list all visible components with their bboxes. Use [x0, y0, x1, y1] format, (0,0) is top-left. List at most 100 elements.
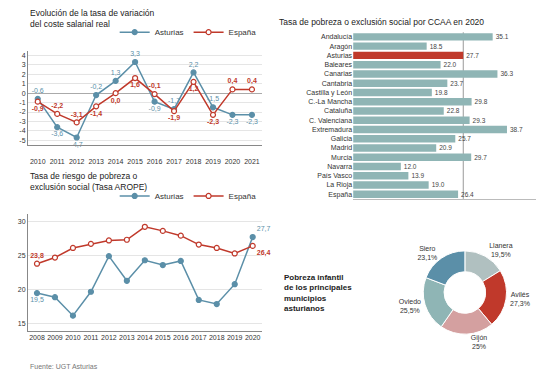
svg-text:25.7: 25.7 — [458, 135, 471, 142]
svg-text:2020: 2020 — [245, 334, 261, 341]
svg-text:España: España — [328, 191, 352, 199]
svg-text:2016: 2016 — [147, 158, 163, 165]
svg-text:2017: 2017 — [166, 158, 182, 165]
svg-text:2014: 2014 — [108, 158, 124, 165]
svg-text:1,3: 1,3 — [111, 69, 121, 76]
svg-text:Gijón25%: Gijón25% — [471, 334, 487, 350]
svg-text:País Vasco: País Vasco — [317, 172, 352, 179]
svg-text:2020: 2020 — [225, 158, 241, 165]
svg-text:18.5: 18.5 — [430, 43, 443, 50]
svg-text:2010: 2010 — [65, 334, 81, 341]
svg-text:-0,9: -0,9 — [32, 105, 44, 113]
svg-text:2011: 2011 — [50, 158, 65, 165]
svg-text:4: 4 — [22, 52, 26, 59]
svg-text:España: España — [229, 28, 257, 37]
svg-text:Andalucía: Andalucía — [321, 33, 352, 40]
svg-text:1,6: 1,6 — [130, 81, 140, 89]
svg-text:Oviedo25,5%: Oviedo25,5% — [399, 298, 421, 314]
svg-text:Asturias: Asturias — [155, 192, 184, 201]
svg-text:Siero23,1%: Siero23,1% — [417, 245, 437, 261]
svg-text:2015: 2015 — [155, 334, 171, 341]
svg-text:España: España — [229, 192, 257, 201]
svg-text:2014: 2014 — [137, 334, 153, 341]
svg-text:30: 30 — [18, 218, 26, 225]
svg-text:-2: -2 — [19, 108, 25, 115]
svg-text:20.9: 20.9 — [439, 144, 452, 151]
svg-text:-2,3: -2,3 — [246, 118, 258, 125]
svg-text:23,8: 23,8 — [30, 252, 44, 260]
svg-text:2010: 2010 — [30, 158, 46, 165]
svg-text:2017: 2017 — [191, 334, 207, 341]
svg-text:-5: -5 — [19, 137, 25, 144]
svg-text:-0,2: -0,2 — [90, 83, 102, 90]
svg-text:2012: 2012 — [101, 334, 117, 341]
svg-text:2012: 2012 — [69, 158, 85, 165]
svg-text:2018: 2018 — [209, 334, 225, 341]
svg-text:Navarra: Navarra — [327, 163, 352, 170]
svg-text:2013: 2013 — [119, 334, 135, 341]
svg-text:Asturias: Asturias — [155, 28, 184, 37]
svg-text:Evolución de la tasa de variac: Evolución de la tasa de variacióndel cos… — [30, 8, 155, 29]
svg-text:2008: 2008 — [29, 334, 45, 341]
svg-text:Fuente: UGT Asturias: Fuente: UGT Asturias — [30, 363, 98, 370]
svg-text:-0,1: -0,1 — [149, 82, 161, 90]
svg-text:C. Valenciana: C. Valenciana — [309, 117, 352, 124]
svg-text:38.7: 38.7 — [510, 126, 523, 133]
svg-text:Galicia: Galicia — [331, 135, 353, 142]
svg-text:27,7: 27,7 — [257, 225, 271, 232]
svg-text:22.8: 22.8 — [447, 107, 460, 114]
svg-text:0: 0 — [22, 90, 26, 97]
svg-text:19,5: 19,5 — [30, 296, 44, 303]
svg-text:23.7: 23.7 — [450, 80, 463, 87]
svg-text:26,4: 26,4 — [257, 249, 271, 257]
svg-text:13.9: 13.9 — [411, 172, 424, 179]
svg-text:-1,7: -1,7 — [168, 97, 180, 104]
svg-text:Aragón: Aragón — [330, 43, 353, 51]
svg-text:2015: 2015 — [127, 158, 143, 165]
svg-text:Madrid: Madrid — [331, 144, 353, 151]
svg-text:1: 1 — [22, 80, 26, 87]
svg-text:27.7: 27.7 — [466, 52, 479, 59]
svg-text:La Rioja: La Rioja — [326, 181, 352, 189]
svg-text:-3,6: -3,6 — [51, 131, 63, 138]
svg-text:-0,6: -0,6 — [32, 87, 44, 94]
svg-text:15: 15 — [18, 320, 26, 327]
svg-text:Extremadura: Extremadura — [312, 126, 352, 133]
svg-text:0,0: 0,0 — [111, 97, 121, 105]
svg-text:25: 25 — [18, 252, 26, 259]
svg-text:2019: 2019 — [205, 158, 221, 165]
svg-text:36.3: 36.3 — [500, 70, 513, 77]
svg-text:2011: 2011 — [83, 334, 98, 341]
svg-text:19.8: 19.8 — [435, 89, 448, 96]
svg-text:12.0: 12.0 — [404, 163, 417, 170]
svg-text:Pobreza infantilde los princip: Pobreza infantilde los principalesmunici… — [284, 273, 352, 313]
svg-text:Cantabria: Cantabria — [322, 80, 352, 87]
svg-text:-1,4: -1,4 — [90, 110, 102, 118]
svg-text:-1: -1 — [19, 99, 25, 106]
svg-text:C.-La Mancha: C.-La Mancha — [308, 98, 352, 105]
svg-text:26.4: 26.4 — [461, 191, 474, 198]
svg-text:Tasa de riesgo de pobreza oexc: Tasa de riesgo de pobreza oexclusión soc… — [30, 171, 147, 192]
svg-text:2016: 2016 — [173, 334, 189, 341]
svg-text:-1,5: -1,5 — [207, 95, 219, 102]
svg-text:Castilla y León: Castilla y León — [306, 89, 352, 97]
svg-text:3,3: 3,3 — [130, 50, 140, 57]
svg-text:Cataluña: Cataluña — [324, 107, 352, 114]
svg-text:-4: -4 — [19, 127, 25, 134]
svg-text:22.0: 22.0 — [444, 61, 457, 68]
svg-text:2019: 2019 — [227, 334, 243, 341]
svg-text:Canarias: Canarias — [324, 70, 353, 77]
svg-text:2: 2 — [22, 71, 26, 78]
svg-text:0,4: 0,4 — [247, 78, 257, 86]
svg-text:-3,1: -3,1 — [71, 111, 83, 119]
svg-text:19.0: 19.0 — [432, 181, 445, 188]
svg-text:-4,7: -4,7 — [71, 141, 83, 148]
svg-text:3: 3 — [22, 61, 26, 68]
svg-text:-0,9: -0,9 — [149, 105, 161, 112]
svg-text:29.7: 29.7 — [474, 154, 487, 161]
svg-text:Baleares: Baleares — [324, 61, 352, 68]
svg-text:35.1: 35.1 — [496, 33, 509, 40]
svg-text:2018: 2018 — [186, 158, 202, 165]
svg-text:-2,3: -2,3 — [207, 118, 219, 126]
svg-text:2009: 2009 — [47, 334, 63, 341]
